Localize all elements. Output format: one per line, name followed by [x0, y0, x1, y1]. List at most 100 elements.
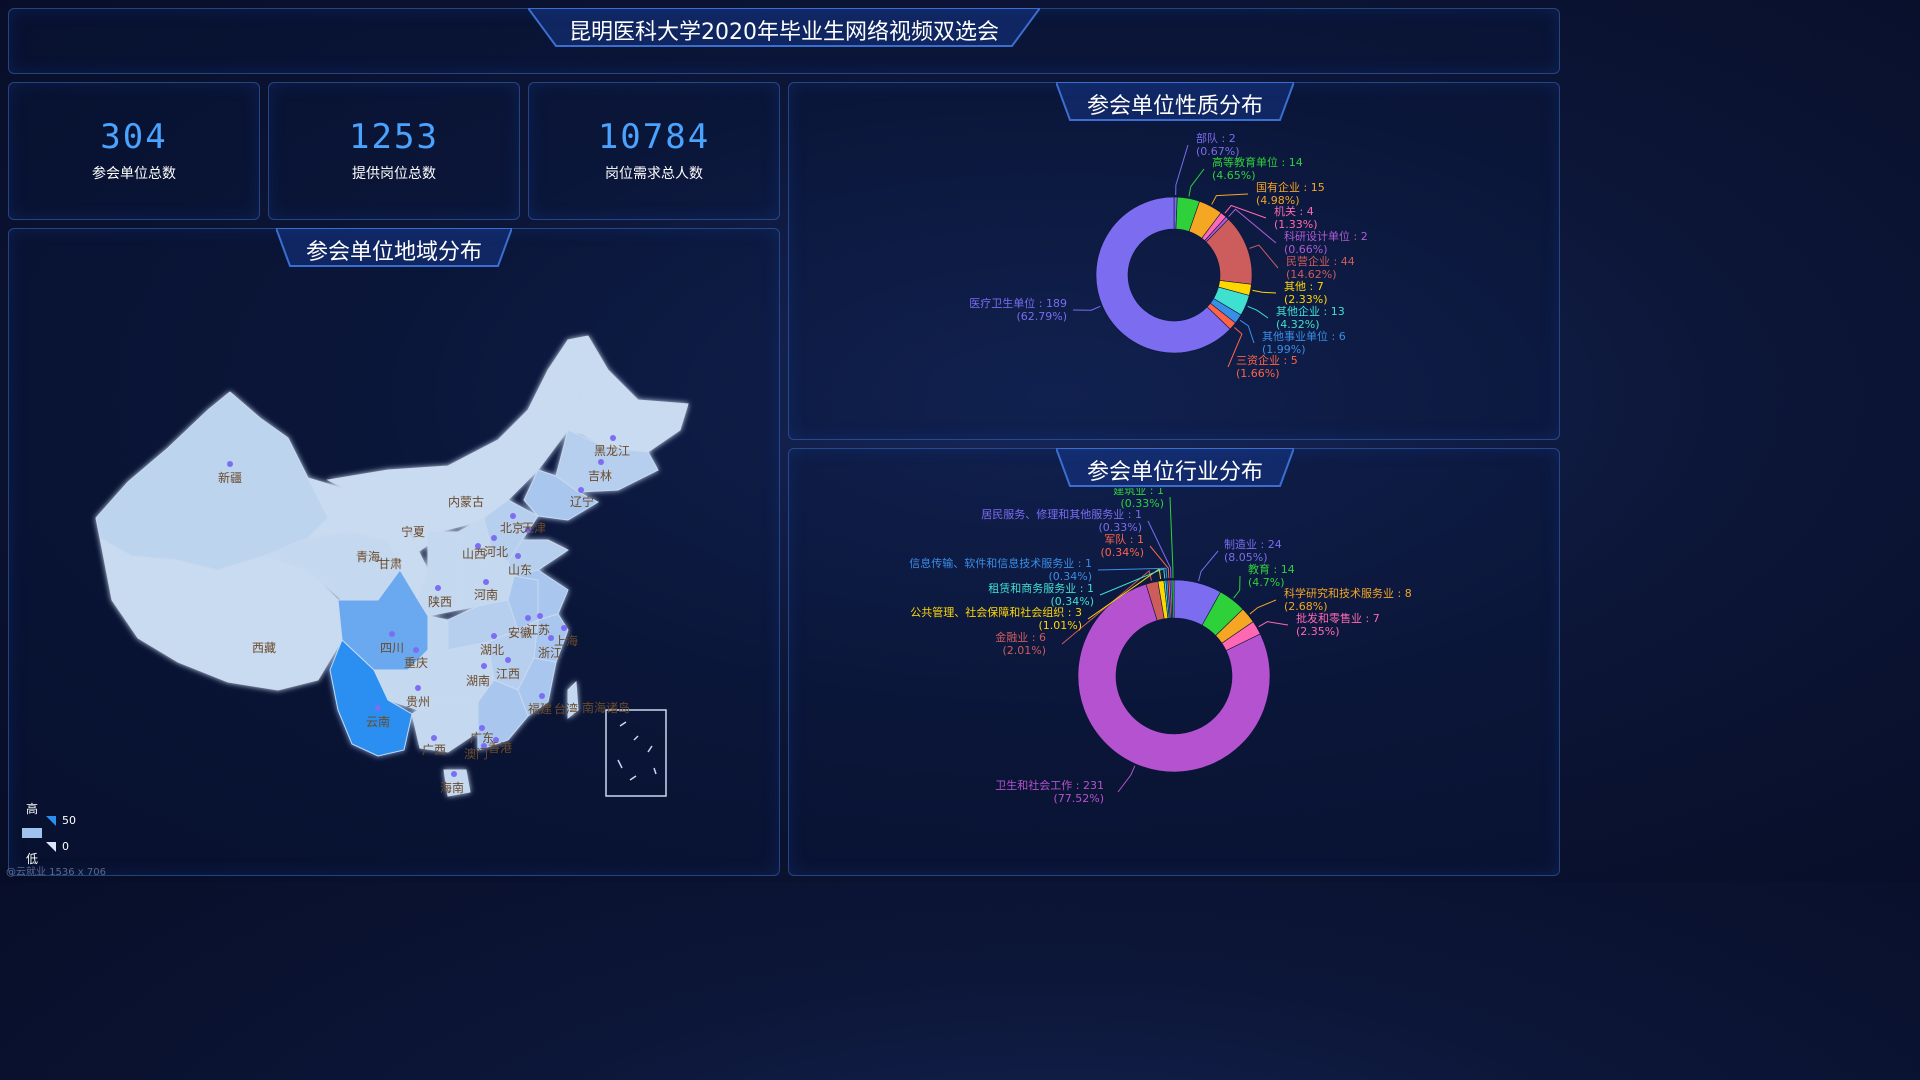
industry-leader-1 [1233, 575, 1241, 599]
industry-label-9: 军队 : 1 [1104, 532, 1144, 546]
nature-label-2: 国有企业 : 15 [1256, 180, 1325, 194]
title-tab-frame [528, 8, 1040, 47]
stat-value: 10784 [597, 117, 711, 157]
industry-leader-9 [1149, 545, 1170, 579]
nature-slice-10[interactable] [1095, 196, 1231, 354]
label-xianggang: 香港 [488, 741, 512, 755]
label-hainan: 海南 [440, 780, 464, 795]
province-xinjiang[interactable] [95, 391, 329, 571]
province-guangdong[interactable] [477, 679, 529, 751]
nature-leader-9 [1227, 327, 1243, 368]
nature-leader-3 [1224, 204, 1267, 219]
stat-label: 提供岗位总数 [352, 166, 436, 182]
watermark: @云就业 1536 x 706 [6, 867, 106, 878]
label-aomen: 澳门 [464, 746, 488, 761]
china-map[interactable]: 新疆 西藏 青海 甘肃 宁夏 内蒙古 黑龙江 吉林 辽宁 北京 天津 河北 山西… [8, 270, 778, 870]
industry-donut-chart[interactable]: 制造业 : 24(8.05%)教育 : 14(4.7%)科学研究和技术服务业 :… [788, 488, 1558, 868]
label-liaoning: 辽宁 [570, 494, 594, 509]
industry-pct-5: (2.01%) [1002, 644, 1046, 657]
industry-pct-4: (77.52%) [1053, 792, 1104, 805]
nature-leader-0 [1175, 144, 1189, 196]
label-guangxi: 广西 [422, 743, 446, 757]
label-shandong: 山东 [508, 563, 532, 577]
nature-panel [788, 82, 1560, 440]
label-fujian: 福建 [528, 701, 552, 716]
label-sichuan: 四川 [380, 641, 404, 655]
legend-max-value: 50 [62, 814, 76, 827]
industry-pct-11: (0.33%) [1120, 497, 1164, 510]
industry-pct-2: (2.68%) [1284, 600, 1328, 613]
nature-label-0: 部队 : 2 [1196, 131, 1236, 145]
legend-high-label: 高 [26, 802, 39, 816]
nature-label-10: 医疗卫生单位 : 189 [969, 296, 1067, 310]
nature-label-1: 高等教育单位 : 14 [1212, 155, 1303, 169]
nature-title-text: 参会单位性质分布 [1086, 94, 1263, 119]
stat-label: 岗位需求总人数 [605, 166, 703, 182]
map-title-frame [276, 228, 512, 267]
label-neimenggu: 内蒙古 [448, 494, 484, 509]
legend-low-label: 低 [26, 852, 39, 866]
industry-label-1: 教育 : 14 [1248, 562, 1295, 576]
label-nanhai: 南海诸岛 [582, 700, 630, 715]
province-chongqing[interactable] [427, 615, 449, 651]
industry-label-3: 批发和零售业 : 7 [1296, 611, 1380, 625]
industry-label-2: 科学研究和技术服务业 : 8 [1284, 586, 1412, 600]
label-xinjiang: 新疆 [218, 470, 242, 485]
province-yunnan[interactable] [329, 639, 413, 757]
label-guangdong: 广东 [470, 731, 494, 745]
label-henan: 河南 [474, 587, 498, 602]
industry-label-4: 卫生和社会工作 : 231 [995, 778, 1104, 792]
industry-label-10: 居民服务、修理和其他服务业 : 1 [981, 507, 1142, 521]
nature-panel-title: 参会单位性质分布 [1056, 82, 1294, 122]
nature-donut-chart[interactable]: 部队 : 2(0.67%)高等教育单位 : 14(4.65%)国有企业 : 15… [788, 122, 1558, 432]
industry-label-8: 信息传输、软件和信息技术服务业 : 1 [909, 556, 1092, 570]
label-taiwan: 台湾 [554, 701, 578, 716]
industry-slice-11[interactable] [1171, 579, 1175, 619]
map-title-text: 参会单位地域分布 [305, 240, 482, 265]
nature-pct-5: (14.62%) [1286, 268, 1337, 281]
nature-label-5: 民营企业 : 44 [1286, 254, 1355, 268]
industry-pct-3: (2.35%) [1296, 625, 1340, 638]
legend-slider[interactable] [20, 814, 60, 854]
industry-pct-9: (0.34%) [1100, 546, 1144, 559]
nature-pct-1: (4.65%) [1212, 169, 1256, 182]
nature-label-4: 科研设计单位 : 2 [1284, 229, 1368, 243]
label-shanghai: 上海 [554, 633, 578, 648]
south-china-sea-inset [605, 709, 667, 797]
label-heilongjiang: 黑龙江 [594, 444, 630, 458]
industry-label-5: 金融业 : 6 [995, 630, 1046, 644]
label-shanxi: 山西 [462, 547, 486, 561]
stat-card-demand: 10784 岗位需求总人数 [528, 82, 780, 220]
nature-pct-8: (1.99%) [1262, 343, 1306, 356]
industry-label-11: 建筑业 : 1 [1113, 488, 1164, 497]
label-hebei: 河北 [484, 545, 508, 559]
label-tianjin: 天津 [522, 521, 546, 535]
label-hunan: 湖南 [466, 673, 490, 688]
province-guizhou[interactable] [373, 649, 449, 711]
industry-pct-10: (0.33%) [1098, 521, 1142, 534]
industry-pct-1: (4.7%) [1248, 576, 1285, 589]
nature-pct-10: (62.79%) [1016, 310, 1067, 323]
label-yunnan: 云南 [366, 714, 390, 729]
map-visual-legend[interactable]: 高 50 0 低 [20, 800, 90, 866]
province-taiwan[interactable] [567, 680, 579, 720]
label-qinghai: 青海 [356, 549, 380, 564]
label-jiangsu: 江苏 [526, 623, 550, 637]
industry-leader-6 [1087, 568, 1162, 620]
province-liaoning[interactable] [523, 469, 600, 521]
province-hainan[interactable] [443, 769, 471, 797]
industry-label-6: 公共管理、社会保障和社会组织 : 3 [910, 605, 1082, 619]
nature-title-frame [1056, 82, 1294, 121]
nature-label-8: 其他事业单位 : 6 [1262, 329, 1346, 343]
label-anhui: 安徽 [508, 625, 532, 640]
nature-label-7: 其他企业 : 13 [1276, 304, 1345, 318]
industry-leader-11 [1169, 496, 1174, 579]
label-jiangxi: 江西 [496, 667, 520, 681]
nature-leader-8 [1239, 319, 1255, 344]
stat-label: 参会单位总数 [92, 166, 176, 182]
industry-title-text: 参会单位行业分布 [1086, 460, 1263, 485]
legend-min-value: 0 [62, 840, 69, 853]
label-ningxia: 宁夏 [401, 524, 425, 539]
nature-pct-6: (2.33%) [1284, 293, 1328, 306]
stat-value: 1253 [349, 117, 439, 157]
